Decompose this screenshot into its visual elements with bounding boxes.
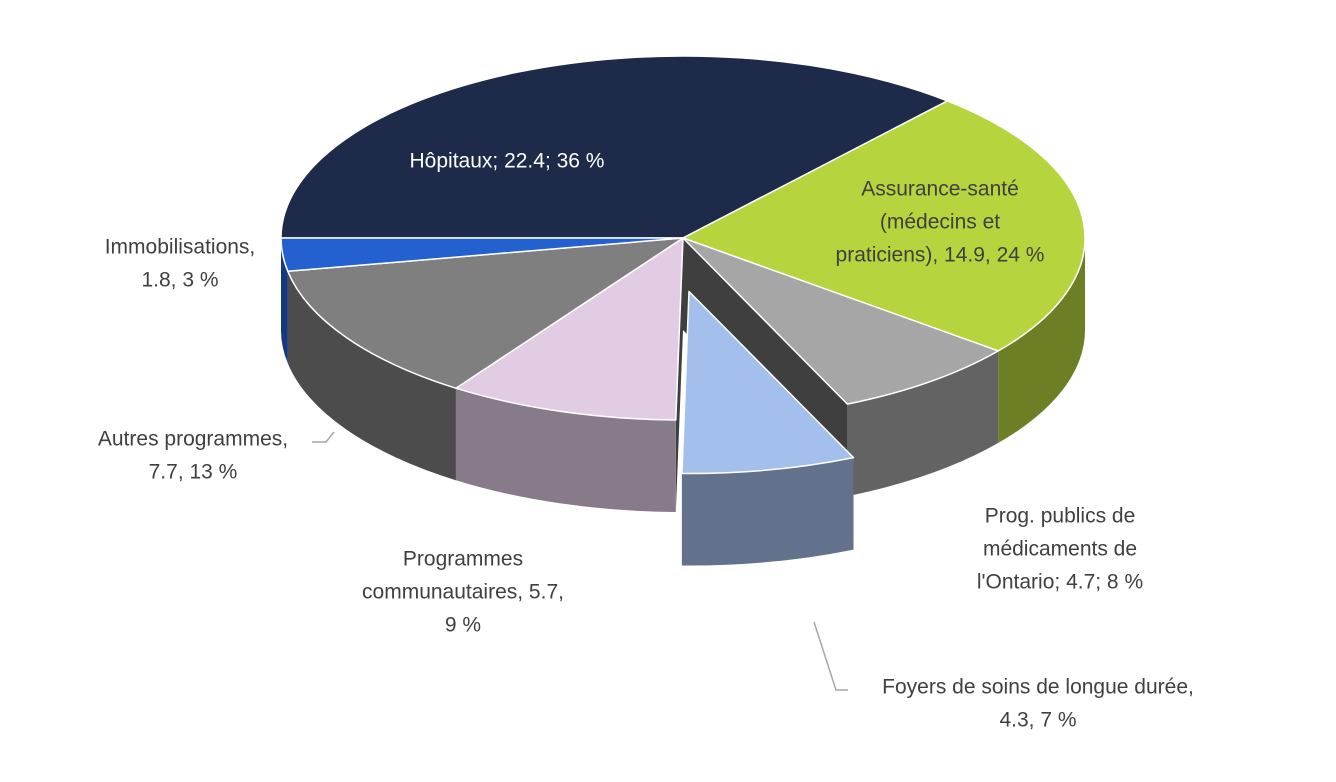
data-label: praticiens), 14.9, 24 % [836,244,1045,267]
slice [280,237,684,273]
slice-side [681,457,854,566]
data-label: 7.7, 13 % [149,461,238,484]
slice [280,55,949,239]
slice-side-shade [287,271,456,481]
data-label: Hôpitaux; 22.4; 36 % [410,150,605,173]
data-label: Assurance-santé [861,178,1019,201]
data-label: 1.8, 3 % [141,269,218,292]
leader-line [312,431,335,443]
labels: Hôpitaux; 22.4; 36 % Assurance-santé (méde… [98,150,1194,732]
slice-side [281,238,288,364]
slice [681,290,855,475]
data-label: 9 % [445,614,481,637]
data-label: Prog. publics de [985,505,1136,528]
slice-side-shade [847,350,999,497]
data-label: l'Ontario; 4.7; 8 % [977,571,1143,594]
slice [682,100,1086,352]
data-label: Foyers de soins de longue durée, [882,676,1194,699]
slice-cut-face [675,238,683,512]
data-label: communautaires, 5.7, [362,581,564,604]
slice [287,237,684,389]
slice-side [998,238,1085,443]
slice-side-shade [681,457,854,566]
slice-side [455,388,676,512]
slice-side-shade [281,238,288,364]
data-label: Programmes [403,548,523,571]
data-label: (médecins et [880,211,1000,234]
slice [455,237,684,421]
leader-line [813,621,848,691]
slice-side-shade [455,388,676,512]
data-label: médicaments de [983,538,1137,561]
slice [682,237,1000,405]
data-label: Immobilisations, [105,236,256,259]
slice-side-shade [998,238,1085,443]
data-label: 4.3, 7 % [999,709,1076,732]
slice-side [287,271,456,481]
pie [280,55,1086,566]
data-label: Autres programmes, [98,428,288,451]
slice-side [847,350,999,497]
